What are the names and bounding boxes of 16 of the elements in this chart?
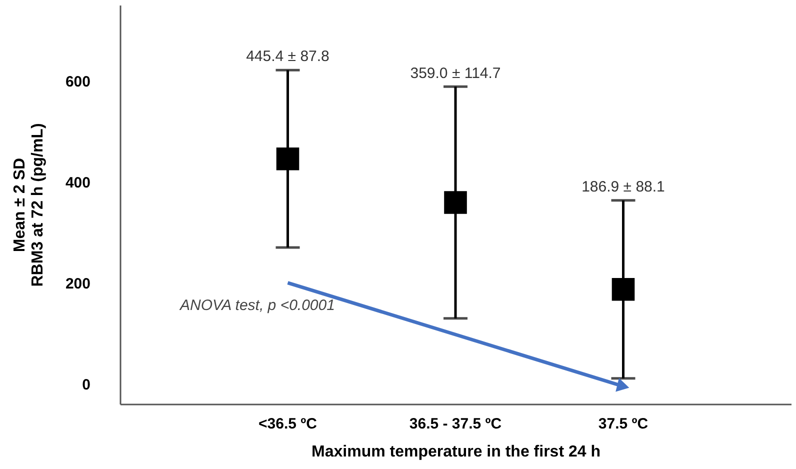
point (276, 147, 300, 170)
y-tick-label: 0 (82, 376, 90, 394)
point (444, 191, 467, 214)
x-tick-label: <36.5 ºC (258, 416, 318, 432)
point (612, 278, 635, 301)
x-tick-label: 37.5 ºC (598, 416, 648, 432)
annotation: 186.9 ± 88.1 (582, 178, 665, 196)
x-axis-title: Maximum temperature in the first 24 h (312, 444, 600, 460)
y-axis-title: Mean ± 2 SD RBM3 at 72 h (pg/mL) (11, 123, 46, 287)
annotation: ANOVA test, p <0.0001 (179, 297, 335, 314)
y-tick-label: 200 (65, 275, 90, 292)
x-tick-label: 36.5 - 37.5 ºC (409, 416, 502, 432)
annotation: 359.0 ± 114.7 (410, 64, 501, 82)
annotation: 445.4 ± 87.8 (246, 48, 330, 66)
y-tick-label: 600 (65, 73, 90, 90)
y-tick-label: 400 (65, 174, 90, 192)
